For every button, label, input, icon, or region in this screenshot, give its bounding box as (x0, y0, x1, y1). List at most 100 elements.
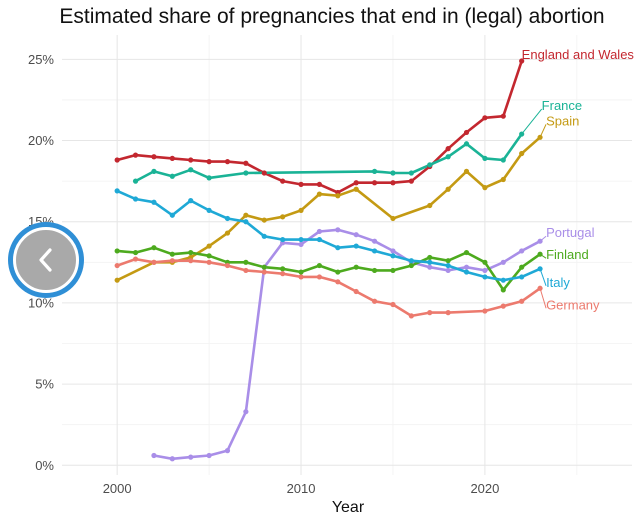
chevron-left-icon (36, 246, 56, 274)
data-point-italy (390, 253, 396, 259)
data-point-finland (169, 251, 175, 257)
data-point-germany (335, 279, 341, 285)
data-point-england-and-wales (353, 180, 359, 186)
data-point-finland (463, 249, 470, 256)
data-point-france (408, 170, 414, 176)
data-point-spain (390, 215, 396, 222)
label-leader-france (521, 108, 543, 135)
data-point-italy (243, 219, 249, 225)
data-point-france (151, 168, 157, 174)
data-point-spain (206, 243, 212, 249)
series-label-portugal: Portugal (546, 225, 595, 240)
series-label-finland: Finland (546, 247, 589, 262)
data-point-spain (482, 185, 488, 191)
data-point-germany (371, 298, 378, 304)
data-point-germany (169, 258, 175, 264)
data-point-finland (298, 269, 304, 275)
data-point-portugal (169, 456, 175, 462)
data-point-england-and-wales (132, 152, 139, 158)
data-point-portugal (427, 264, 433, 270)
data-point-italy (169, 212, 175, 218)
data-point-france (371, 168, 378, 174)
data-point-england-and-wales (280, 178, 286, 184)
data-point-italy (335, 245, 341, 251)
data-point-spain (519, 150, 525, 157)
data-point-england-and-wales (151, 154, 157, 160)
data-point-italy (427, 259, 433, 265)
data-point-portugal (316, 228, 323, 235)
data-point-england-and-wales (445, 146, 451, 152)
data-point-italy (224, 215, 231, 222)
label-leader-germany (539, 288, 547, 309)
data-point-italy (132, 196, 139, 202)
y-tick-label: 20% (28, 133, 54, 148)
data-point-finland (188, 249, 194, 256)
data-point-portugal (298, 241, 304, 248)
data-point-finland (280, 266, 286, 272)
data-point-england-and-wales (169, 155, 175, 161)
data-point-germany (151, 259, 157, 265)
data-point-spain (463, 168, 470, 174)
data-point-france (206, 175, 212, 181)
label-leader-spain (539, 124, 547, 138)
data-point-finland (335, 269, 341, 275)
data-point-france (427, 162, 433, 168)
series-line-portugal (152, 228, 542, 461)
data-point-finland (243, 259, 249, 265)
data-point-spain (500, 176, 506, 183)
data-point-italy (500, 277, 506, 283)
data-point-portugal (188, 454, 194, 460)
data-point-germany (519, 298, 525, 304)
data-point-england-and-wales (316, 181, 323, 187)
data-point-portugal (224, 448, 231, 454)
data-point-portugal (243, 409, 249, 415)
data-point-finland (482, 259, 488, 265)
chart-title: Estimated share of pregnancies that end … (59, 5, 604, 28)
data-point-germany (390, 301, 396, 308)
x-axis-title: Year (332, 499, 365, 516)
label-leader-italy (539, 268, 547, 286)
data-point-spain (280, 214, 286, 220)
back-button[interactable] (8, 222, 84, 298)
series-lines (115, 59, 542, 461)
data-point-england-and-wales (114, 157, 120, 163)
data-point-italy (188, 198, 194, 204)
data-point-germany (445, 310, 451, 316)
data-point-england-and-wales (482, 115, 488, 121)
data-point-italy (463, 269, 470, 275)
data-point-finland (371, 267, 378, 274)
data-point-england-and-wales (261, 170, 267, 176)
series-label-spain: Spain (546, 113, 579, 128)
data-point-england-and-wales (371, 180, 378, 186)
data-point-portugal (463, 264, 470, 270)
x-tick-label: 2000 (103, 481, 132, 496)
data-point-spain (445, 186, 451, 192)
x-axis: 2000 2010 2020 (103, 481, 500, 496)
y-tick-label: 25% (28, 52, 54, 67)
series-line-italy (115, 189, 542, 282)
data-point-france (188, 167, 194, 173)
series-label-england-and-wales: England and Wales (522, 47, 635, 62)
series-label-italy: Italy (546, 275, 570, 290)
data-point-england-and-wales (224, 159, 231, 165)
data-point-england-and-wales (463, 129, 470, 136)
data-point-italy (151, 199, 157, 205)
data-point-italy (114, 188, 120, 194)
data-point-england-and-wales (408, 178, 414, 184)
data-point-spain (298, 207, 304, 213)
data-point-italy (261, 233, 267, 239)
series-points (114, 58, 543, 462)
data-point-finland (316, 262, 323, 269)
data-point-spain (224, 230, 231, 236)
data-point-italy (280, 236, 286, 243)
data-point-spain (114, 277, 120, 283)
data-point-finland (445, 258, 451, 264)
data-point-italy (206, 207, 212, 213)
data-point-spain (261, 217, 267, 223)
data-point-finland (427, 254, 433, 261)
data-point-germany (298, 274, 304, 280)
data-point-england-and-wales (519, 58, 525, 64)
data-point-germany (188, 258, 194, 264)
series-line-finland (115, 246, 542, 292)
